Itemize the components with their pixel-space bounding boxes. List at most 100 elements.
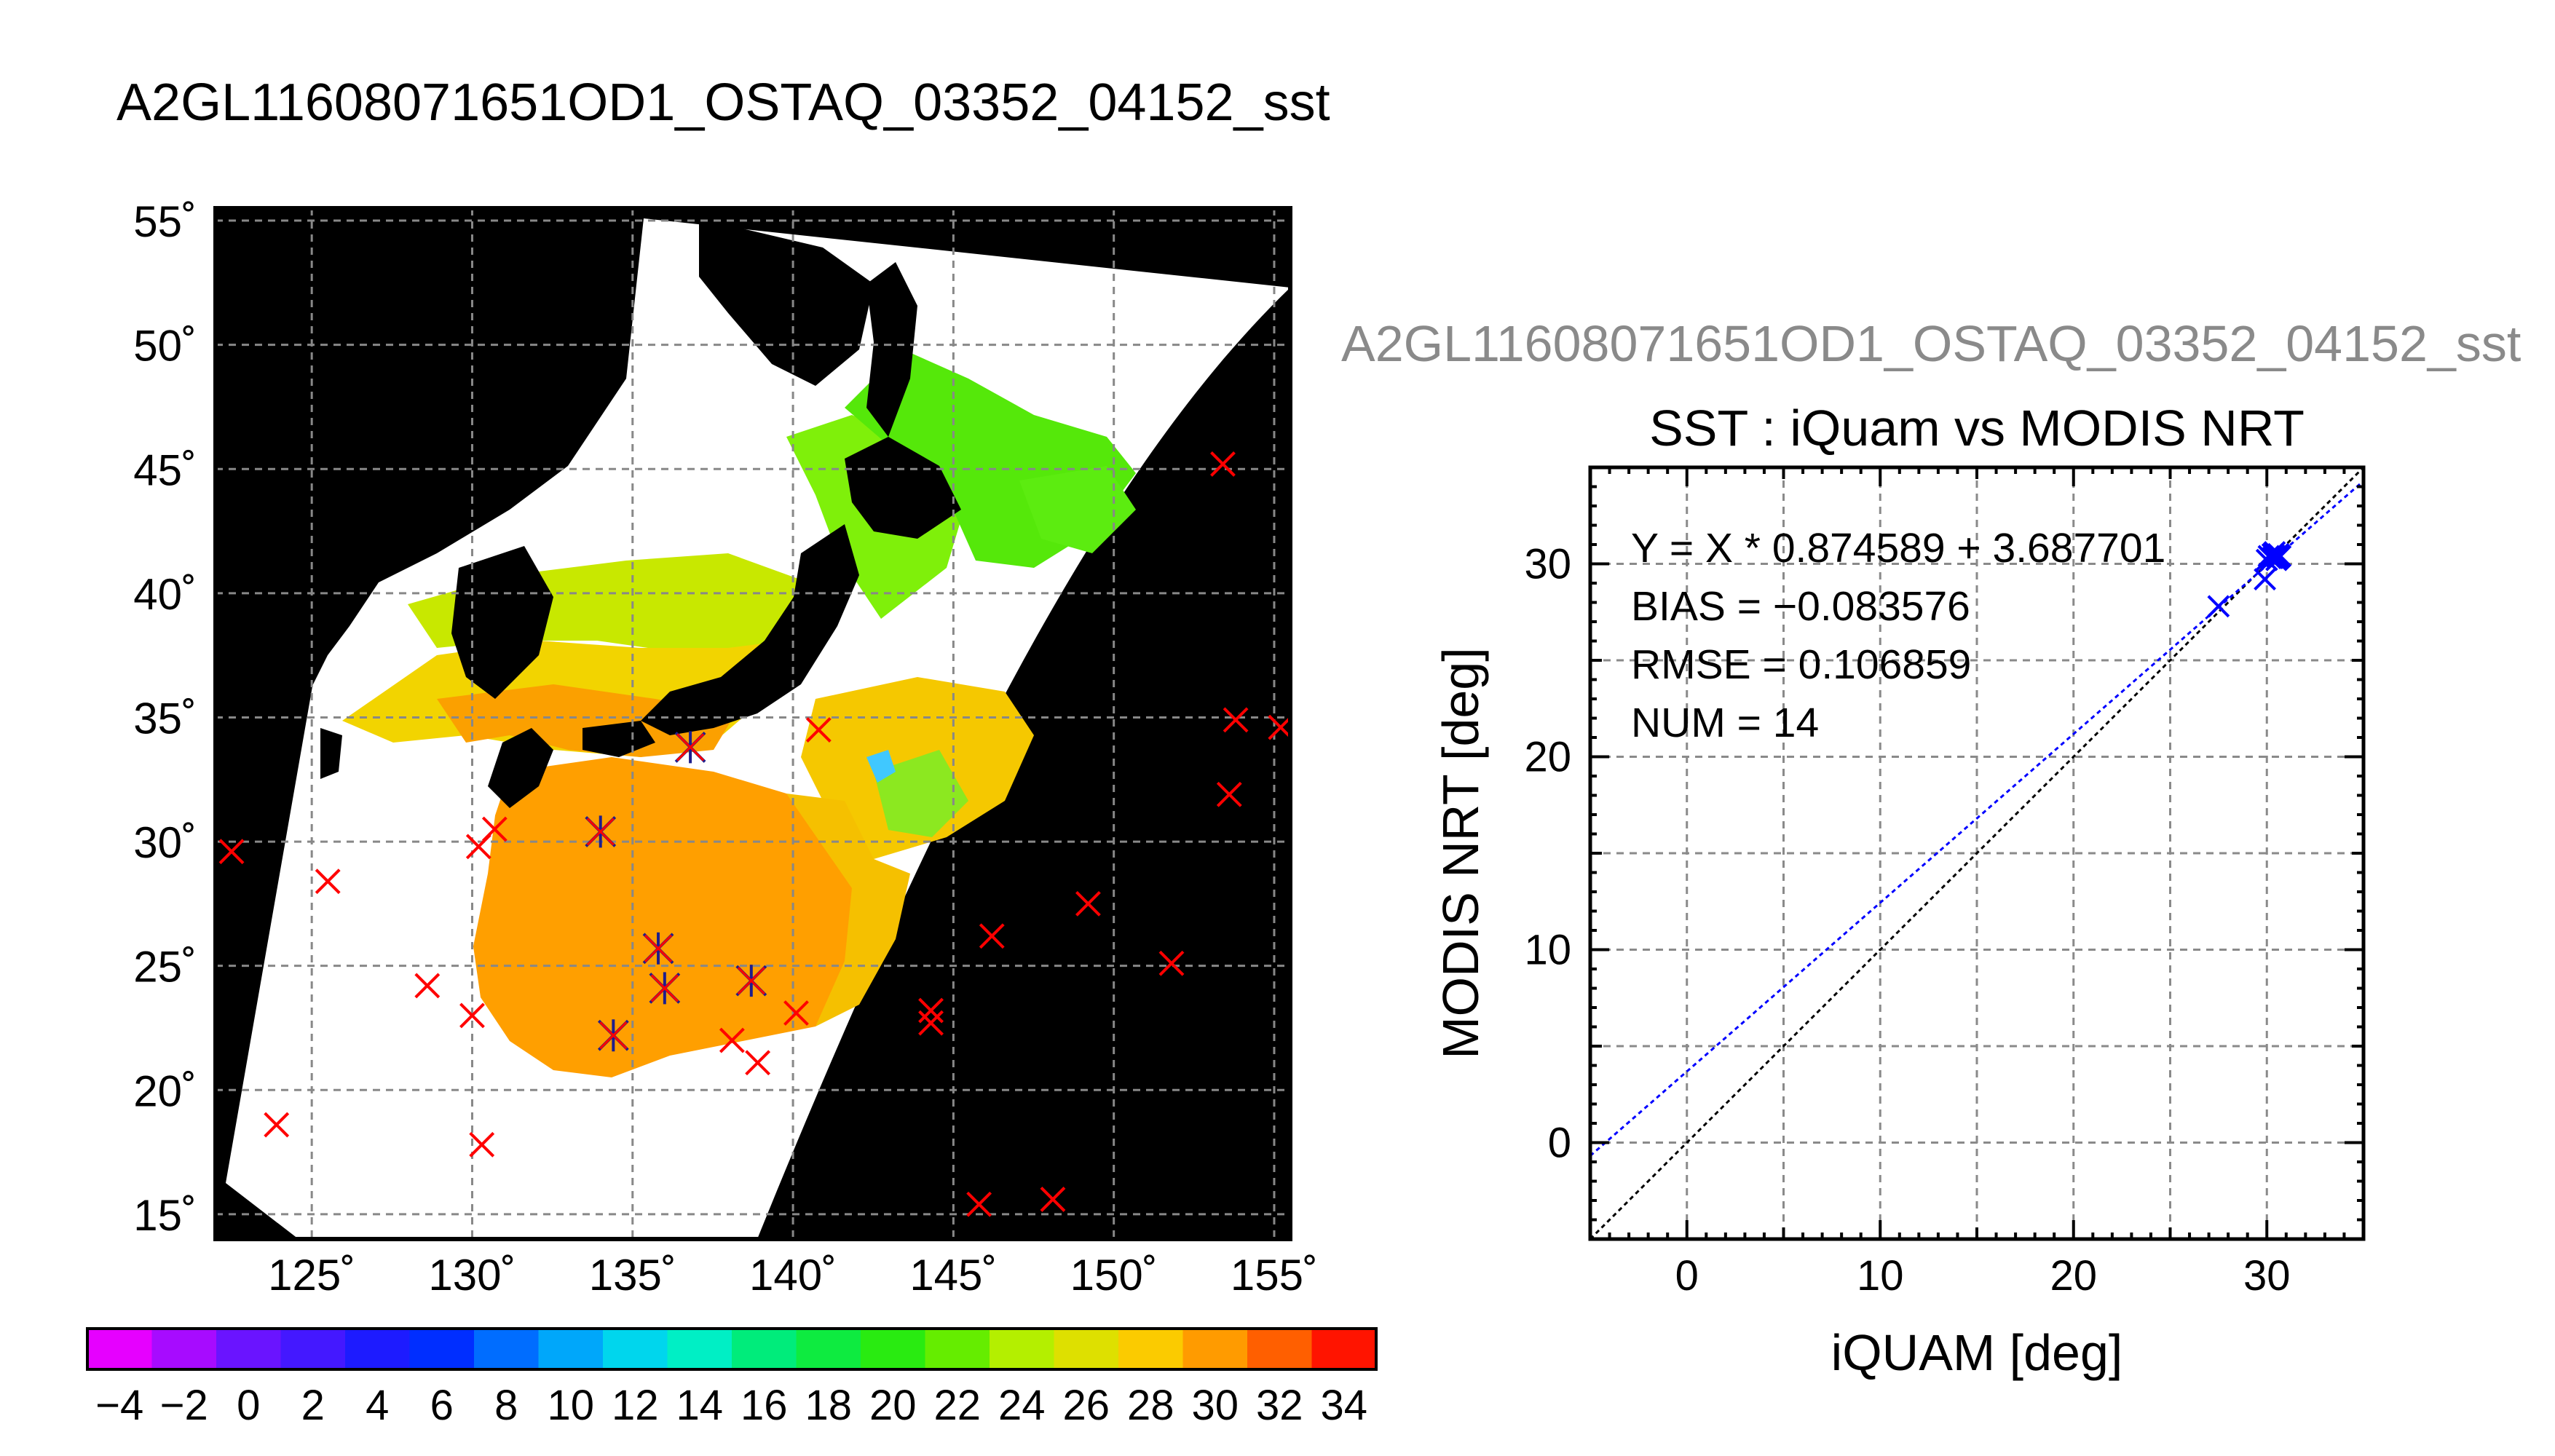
scatter-x-tick-label: 20 xyxy=(2050,1252,2097,1299)
stats-bias: BIAS = −0.083576 xyxy=(1631,583,1970,630)
map-lon-labels: 125˚ 130˚ 135˚ 140˚ 145˚ 150˚ 155˚ xyxy=(268,1251,1318,1299)
map-marker-red xyxy=(315,869,341,895)
scatter-ylabel: MODIS NRT [deg] xyxy=(1432,647,1489,1059)
colorbar-cell xyxy=(990,1329,1054,1369)
map-marker-red xyxy=(918,1010,944,1036)
map-marker-red xyxy=(1040,1186,1066,1212)
lon-tick-label: 125˚ xyxy=(268,1251,355,1299)
colorbar-tick-label: 30 xyxy=(1191,1382,1239,1429)
map-marker-red xyxy=(459,1002,485,1029)
map-marker-red xyxy=(1216,781,1242,807)
scatter-x-tick-labels: 0 10 20 30 xyxy=(1675,1252,2291,1299)
scatter-y-tick-label: 10 xyxy=(1524,927,1571,974)
map-marker-matched xyxy=(674,731,706,764)
land-taiwan xyxy=(320,728,342,779)
colorbar-cell xyxy=(216,1329,281,1369)
scatter-y-tick-label: 0 xyxy=(1548,1120,1571,1167)
lon-tick-label: 155˚ xyxy=(1231,1251,1318,1299)
colorbar-tick-label: 14 xyxy=(676,1382,723,1429)
sst-region-cold-patch xyxy=(866,750,896,783)
lat-tick-label: 25˚ xyxy=(133,943,197,992)
map-marker-red xyxy=(966,1191,992,1217)
scatter-panel: A2GL11608071651OD1_OSTAQ_03352_04152_sst… xyxy=(1341,315,2521,1381)
colorbar-tick-labels: −4 −2 0 2 4 6 8 10 12 14 16 18 20 22 24 26 28 30 32 34 xyxy=(95,1382,1367,1429)
colorbar-tick-label: 8 xyxy=(494,1382,518,1429)
stats-num: NUM = 14 xyxy=(1631,700,1819,746)
scatter-xlabel: iQUAM [deg] xyxy=(1831,1324,2123,1381)
scatter-points xyxy=(2207,541,2292,618)
map-marker-red xyxy=(481,816,508,842)
colorbar-tick-label: 20 xyxy=(869,1382,917,1429)
colorbar-cell xyxy=(1182,1329,1248,1369)
sst-region-hokkaido-east xyxy=(1019,466,1136,553)
colorbar-frame xyxy=(86,1327,1378,1371)
map-marker-red xyxy=(1210,451,1236,477)
colorbar-tick-label: −2 xyxy=(160,1382,208,1429)
lon-tick-label: 150˚ xyxy=(1070,1251,1158,1299)
map-marker-red xyxy=(469,1131,495,1158)
colorbar-tick-label: 2 xyxy=(301,1382,325,1429)
lat-tick-label: 35˚ xyxy=(133,694,197,743)
colorbar-tick-label: 6 xyxy=(430,1382,454,1429)
map-marker-matched xyxy=(642,932,674,965)
colorbar-cell xyxy=(345,1329,410,1369)
map-marker-red xyxy=(918,997,944,1024)
land-sakhalin xyxy=(866,262,917,437)
lat-tick-label: 20˚ xyxy=(133,1067,197,1115)
colorbar-tick-label: 22 xyxy=(933,1382,981,1429)
colorbar-cell xyxy=(1054,1329,1119,1369)
map-marker-red xyxy=(805,717,832,743)
colorbar-tick-label: 12 xyxy=(612,1382,659,1429)
lon-tick-label: 135˚ xyxy=(589,1251,676,1299)
map-marker-red xyxy=(264,1112,290,1138)
lon-tick-label: 145˚ xyxy=(909,1251,997,1299)
colorbar-cell xyxy=(538,1329,604,1369)
map-marker-red xyxy=(1223,707,1249,733)
colorbar-tick-label: 32 xyxy=(1256,1382,1303,1429)
map-marker-matched xyxy=(735,965,767,997)
map-marker-matched xyxy=(585,815,617,848)
colorbar-tick-label: 0 xyxy=(237,1382,260,1429)
map-marker-red xyxy=(414,973,441,999)
colorbar-cell xyxy=(409,1329,475,1369)
map-marker-red xyxy=(1158,950,1185,976)
map-marker-red xyxy=(783,1000,809,1026)
lon-tick-label: 130˚ xyxy=(428,1251,516,1299)
colorbar-tick-label: 24 xyxy=(998,1382,1046,1429)
colorbar-cell xyxy=(603,1329,668,1369)
colorbar-tick-label: −4 xyxy=(95,1382,143,1429)
map-marker-red xyxy=(979,923,1005,949)
land-hokkaido xyxy=(845,437,961,539)
scatter-y-tick-labels: 0 10 20 30 xyxy=(1524,541,1571,1167)
scatter-x-tick-label: 30 xyxy=(2243,1252,2291,1299)
sst-region-south-orange xyxy=(473,757,859,1077)
colorbar-cell xyxy=(280,1329,346,1369)
colorbar-tick-label: 16 xyxy=(741,1382,788,1429)
lat-tick-label: 15˚ xyxy=(133,1191,197,1240)
lat-tick-label: 30˚ xyxy=(133,818,197,867)
colorbar-cell xyxy=(1118,1329,1183,1369)
map-markers xyxy=(218,451,1290,1217)
land-korea xyxy=(451,546,553,699)
land-siberia xyxy=(699,218,874,386)
colorbar-tick-label: 28 xyxy=(1127,1382,1174,1429)
lat-tick-label: 40˚ xyxy=(133,570,197,619)
map-graticule xyxy=(216,208,1290,1239)
colorbar-cell xyxy=(474,1329,539,1369)
map-frame xyxy=(213,206,1292,1241)
colorbar: −4 −2 0 2 4 6 8 10 12 14 16 18 20 22 24 26 28 30 32 34 xyxy=(86,1327,1378,1429)
map-marker-matched xyxy=(597,1019,629,1052)
colorbar-cell xyxy=(1311,1329,1377,1369)
lon-tick-label: 140˚ xyxy=(749,1251,837,1299)
scatter-x-tick-label: 10 xyxy=(1857,1252,1904,1299)
sst-region-south-yellow xyxy=(786,794,910,1026)
one-to-one-line xyxy=(1590,467,2364,1239)
lat-tick-label: 45˚ xyxy=(133,446,197,494)
map-marker-matched xyxy=(649,972,681,1005)
map-marker-red xyxy=(218,839,245,865)
figure-title: A2GL11608071651OD1_OSTAQ_03352_04152_sst xyxy=(117,74,1330,132)
colorbar-cells xyxy=(87,1329,1377,1369)
sst-region-pacific-green xyxy=(874,750,968,837)
colorbar-tick-label: 10 xyxy=(547,1382,594,1429)
colorbar-cell xyxy=(861,1329,925,1369)
